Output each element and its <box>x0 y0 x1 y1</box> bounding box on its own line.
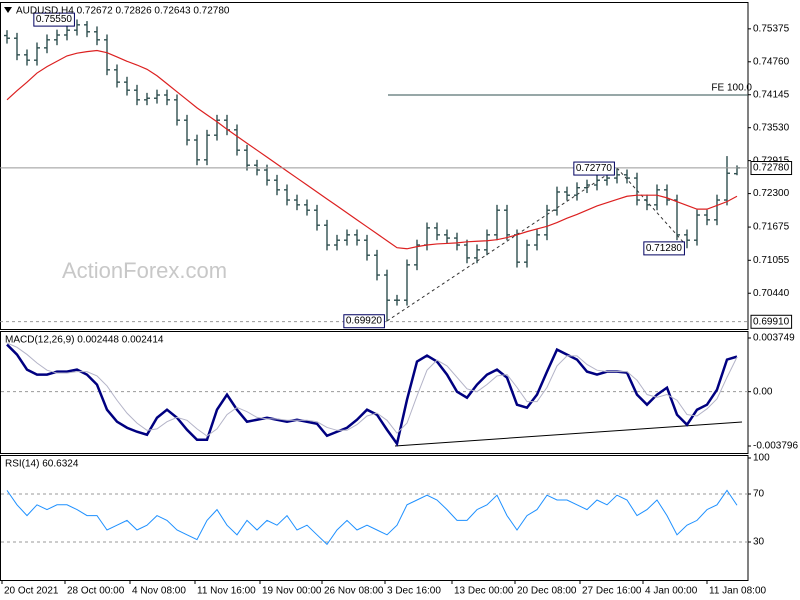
moving-average <box>6 49 738 250</box>
y-tick-label: 0.003749 <box>753 333 795 344</box>
x-tick-label: 28 Oct 00:00 <box>67 586 125 597</box>
x-tick-label: 11 Nov 16:00 <box>197 586 256 597</box>
y-tick-label: 0.74145 <box>753 89 790 100</box>
panel-title: RSI(14) 60.6324 <box>5 459 79 470</box>
price-annotation: 0.69920 <box>346 316 383 327</box>
indicator-line <box>6 342 738 437</box>
y-tick-label: 0.74760 <box>753 56 790 67</box>
price-label: 0.72780 <box>753 163 790 174</box>
watermark: ActionForex.com <box>62 258 227 283</box>
panel-frame <box>0 455 749 581</box>
x-tick-label: 13 Dec 00:00 <box>454 586 514 597</box>
x-tick-label: 4 Nov 08:00 <box>132 586 186 597</box>
label-box <box>750 314 793 329</box>
y-tick-label: 0.00 <box>753 386 773 397</box>
indicator-line <box>6 489 738 546</box>
price-label: 0.69910 <box>753 316 790 327</box>
price-annotation: 0.71280 <box>646 243 683 254</box>
label-box <box>750 161 793 176</box>
y-tick-label: 0.71055 <box>753 255 790 266</box>
x-tick-label: 20 Oct 2021 <box>4 586 59 597</box>
panel-frame <box>0 331 749 454</box>
trend-line <box>386 167 618 322</box>
x-tick-label: 11 Jan 08:00 <box>709 586 767 597</box>
y-tick-label: 70 <box>753 489 765 500</box>
label-box <box>33 12 75 27</box>
price-annotation: 0.75550 <box>36 14 73 25</box>
x-tick-label: 3 Dec 16:00 <box>387 586 441 597</box>
y-tick-label: 0.72300 <box>753 188 790 199</box>
macd-trend-line <box>394 421 743 447</box>
y-tick-label: -0.003796 <box>753 441 798 452</box>
y-tick-label: 0.73530 <box>753 122 790 133</box>
label-box <box>573 161 615 176</box>
y-tick-label: 0.71675 <box>753 222 790 233</box>
price-annotation: 0.72770 <box>576 163 613 174</box>
y-tick-label: 0.70440 <box>753 288 790 299</box>
x-tick-label: 27 Dec 16:00 <box>582 586 642 597</box>
y-tick-label: 100 <box>753 453 770 464</box>
label-box <box>343 314 385 329</box>
x-tick-label: 4 Jan 00:00 <box>645 586 698 597</box>
x-tick-label: 26 Nov 08:00 <box>324 586 384 597</box>
panel-title: AUDUSD,H4 0.72672 0.72826 0.72643 0.7278… <box>16 6 230 17</box>
menu-arrow[interactable] <box>4 7 12 13</box>
label-box <box>643 241 685 256</box>
y-tick-label: 0.72915 <box>753 155 790 166</box>
x-tick-label: 20 Dec 08:00 <box>517 586 577 597</box>
y-tick-label: 0.75375 <box>753 23 790 34</box>
panel-frame <box>0 2 749 330</box>
panel-title: MACD(12,26,9) 0.002448 0.002414 <box>5 335 164 346</box>
y-tick-label: 30 <box>753 537 765 548</box>
x-tick-label: 19 Nov 00:00 <box>262 586 322 597</box>
trend-line <box>616 167 686 245</box>
reference-label: FE 100.0 <box>711 83 752 94</box>
